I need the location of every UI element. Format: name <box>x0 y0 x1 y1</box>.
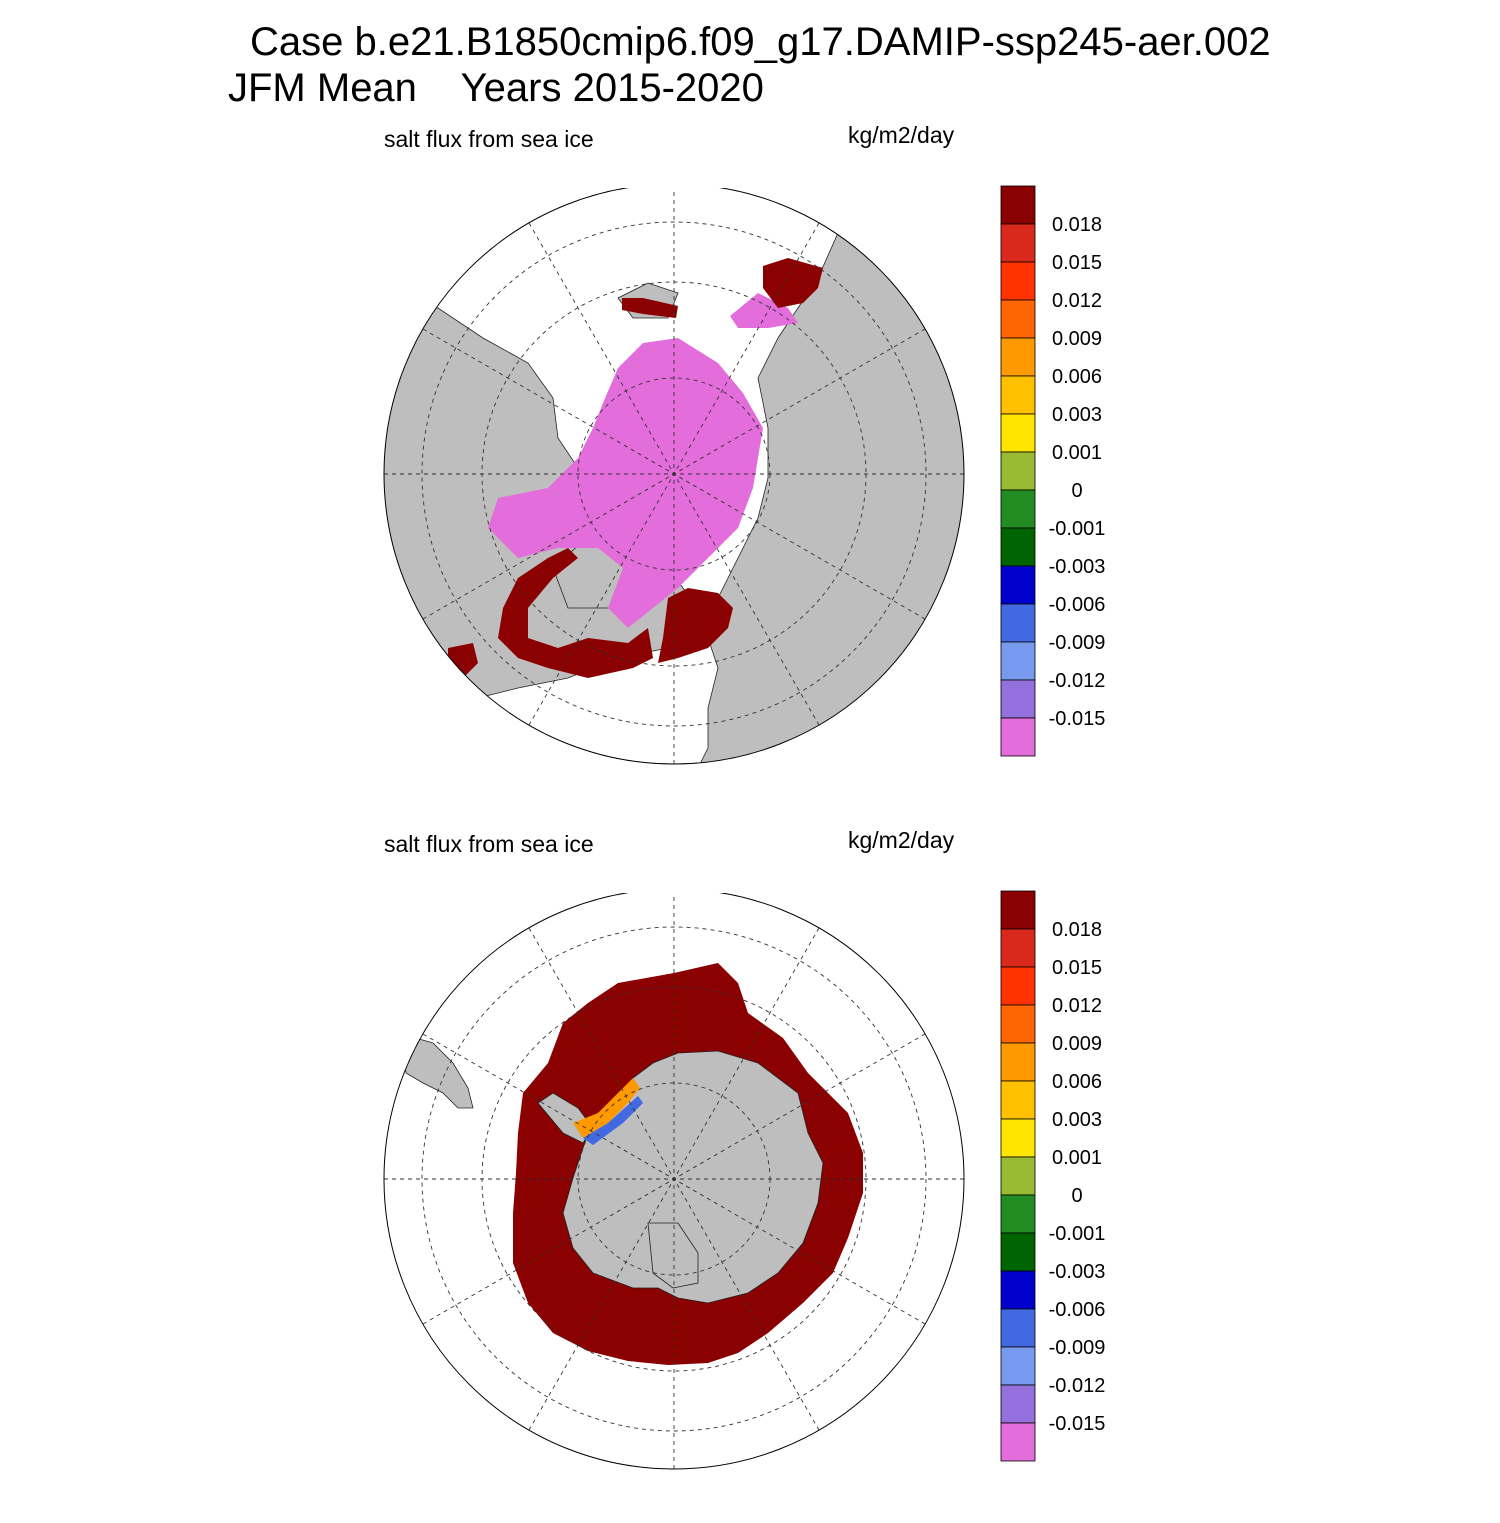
south-colorbar-swatch <box>1000 1080 1036 1120</box>
north-colorbar-tick-label: 0.012 <box>1052 290 1102 312</box>
north-colorbar-tick-label: -0.015 <box>1049 708 1106 730</box>
south-variable-label: salt flux from sea ice <box>384 831 594 857</box>
south-colorbar-tick-label: 0 <box>1071 1185 1082 1207</box>
south-colorbar-tick-label: 0.009 <box>1052 1033 1102 1055</box>
north-colorbar-tick-label: 0.003 <box>1052 404 1102 426</box>
weddell-positive-gradient <box>573 1078 640 1138</box>
south-map-boundary <box>383 893 965 1470</box>
north-colorbar-tick-label: -0.003 <box>1049 556 1106 578</box>
south-colorbar-tick-label: -0.015 <box>1049 1413 1106 1435</box>
north-units-label: kg/m2/day <box>848 122 955 148</box>
south-colorbar-swatch <box>1000 1346 1036 1386</box>
north-colorbar-tick-label: 0.009 <box>1052 328 1102 350</box>
arctic-ice-negative-flux <box>488 338 763 628</box>
north-colorbar-tick-label: 0.018 <box>1052 214 1102 236</box>
north-colorbar-tick-label: 0.001 <box>1052 442 1102 464</box>
okhotsk-positive-flux <box>763 258 823 308</box>
south-colorbar-swatch <box>1000 1270 1036 1310</box>
north-colorbar-swatch <box>1000 413 1036 453</box>
south-colorbar-tick-label: 0.006 <box>1052 1071 1102 1093</box>
north-colorbar: 0.018 0.015 0.012 0.009 0.006 0.003 0.001 0 -0.0… <box>1000 185 1106 757</box>
north-colorbar-swatch <box>1000 185 1036 225</box>
north-colorbar-swatch <box>1000 337 1036 377</box>
south-colorbar-swatch <box>1000 1004 1036 1044</box>
north-panel: salt flux from sea ice kg/m2/day <box>0 118 1500 818</box>
nordic-positive-flux <box>658 588 733 663</box>
weddell-negative-band <box>583 1096 643 1145</box>
north-colorbar-swatch <box>1000 565 1036 605</box>
south-colorbar-tick-label: 0.001 <box>1052 1147 1102 1169</box>
south-colorbar-tick-label: 0.012 <box>1052 995 1102 1017</box>
north-colorbar-swatch <box>1000 223 1036 263</box>
south-colorbar-swatch <box>1000 1156 1036 1196</box>
south-graticule <box>384 893 964 1469</box>
case-title: Case b.e21.B1850cmip6.f09_g17.DAMIP-ssp2… <box>250 20 1271 64</box>
south-colorbar-tick-label: -0.012 <box>1049 1375 1106 1397</box>
south-polar-map <box>383 893 965 1470</box>
north-colorbar-tick-label: -0.006 <box>1049 594 1106 616</box>
north-colorbar-tick-label: 0 <box>1071 480 1082 502</box>
south-colorbar-swatch <box>1000 1194 1036 1234</box>
south-colorbar-swatch <box>1000 928 1036 968</box>
north-graticule <box>384 188 964 764</box>
south-colorbar-swatch <box>1000 1422 1036 1462</box>
south-colorbar-tick-label: -0.001 <box>1049 1223 1106 1245</box>
north-colorbar-swatch <box>1000 603 1036 643</box>
north-colorbar-swatch <box>1000 299 1036 339</box>
south-colorbar-swatch <box>1000 1384 1036 1424</box>
north-colorbar-tick-label: -0.009 <box>1049 632 1106 654</box>
north-colorbar-tick-label: -0.001 <box>1049 518 1106 540</box>
bering-positive-flux <box>622 298 678 318</box>
south-panel: salt flux from sea ice kg/m2/day <box>0 823 1500 1523</box>
north-map-boundary <box>383 188 965 765</box>
eurasia-land <box>687 188 964 764</box>
north-colorbar-tick-label: -0.012 <box>1049 670 1106 692</box>
south-colorbar: 0.018 0.015 0.012 0.009 0.006 0.003 0.001 0 -0.0… <box>1000 890 1106 1462</box>
south-colorbar-swatch <box>1000 1042 1036 1082</box>
north-polar-map <box>383 188 965 765</box>
okhotsk-negative-flux <box>730 293 798 328</box>
south-colorbar-swatch <box>1000 966 1036 1006</box>
north-colorbar-swatch <box>1000 679 1036 719</box>
south-colorbar-tick-label: 0.015 <box>1052 957 1102 979</box>
north-colorbar-tick-label: 0.015 <box>1052 252 1102 274</box>
south-units-label: kg/m2/day <box>848 827 955 853</box>
south-colorbar-swatch <box>1000 1118 1036 1158</box>
labrador-positive-flux <box>498 548 653 678</box>
south-america-land <box>397 1032 474 1109</box>
south-colorbar-tick-label: 0.003 <box>1052 1109 1102 1131</box>
south-colorbar-tick-label: -0.006 <box>1049 1299 1106 1321</box>
north-colorbar-swatch <box>1000 451 1036 491</box>
north-colorbar-swatch <box>1000 489 1036 529</box>
south-colorbar-tick-label: 0.018 <box>1052 919 1102 941</box>
north-colorbar-swatch <box>1000 527 1036 567</box>
mean-years-title: JFM Mean Years 2015-2020 <box>228 66 764 110</box>
south-colorbar-tick-label: -0.009 <box>1049 1337 1106 1359</box>
north-colorbar-swatch <box>1000 641 1036 681</box>
north-colorbar-swatch <box>1000 375 1036 415</box>
north-colorbar-swatch <box>1000 717 1036 757</box>
south-colorbar-swatch <box>1000 890 1036 930</box>
south-colorbar-swatch <box>1000 1308 1036 1348</box>
north-colorbar-tick-label: 0.006 <box>1052 366 1102 388</box>
north-colorbar-swatch <box>1000 261 1036 301</box>
north-variable-label: salt flux from sea ice <box>384 126 594 152</box>
antarctic-positive-flux-ring <box>513 963 863 1365</box>
south-colorbar-tick-label: -0.003 <box>1049 1261 1106 1283</box>
south-colorbar-swatch <box>1000 1232 1036 1272</box>
